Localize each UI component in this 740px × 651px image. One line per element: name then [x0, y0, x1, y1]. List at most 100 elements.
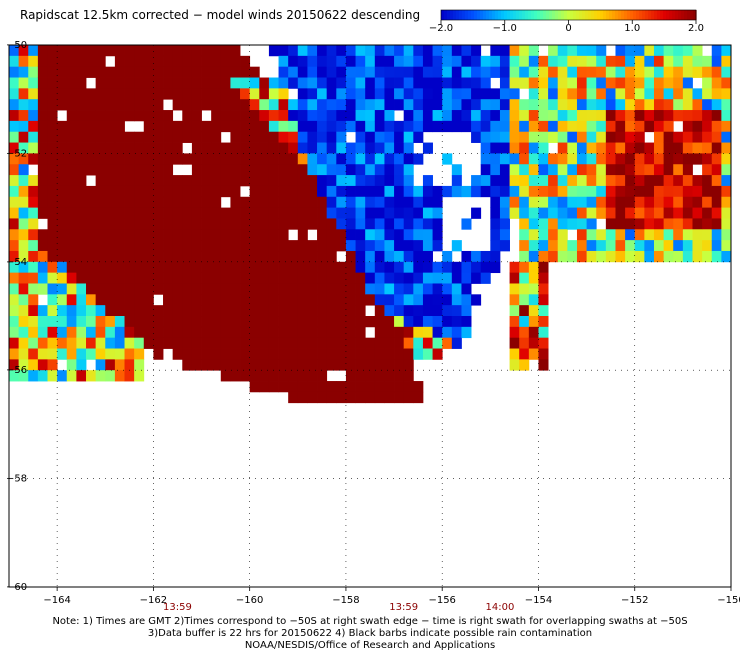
heatmap-cell [519, 185, 530, 198]
heatmap-cell [288, 45, 299, 57]
heatmap-cell [692, 45, 703, 57]
heatmap-cell [124, 359, 135, 371]
heatmap-cell [625, 131, 636, 143]
heatmap-cell [124, 164, 135, 176]
heatmap-cell [297, 99, 308, 111]
heatmap-cell [211, 175, 222, 187]
heatmap-cell [317, 120, 328, 133]
heatmap-cell [297, 196, 308, 208]
heatmap-cell [653, 77, 665, 89]
colorbar-tick-label: 2.0 [688, 23, 704, 34]
heatmap-cell [9, 131, 20, 143]
heatmap-cell [326, 261, 337, 274]
heatmap-cell [201, 175, 212, 187]
heatmap-cell [721, 88, 732, 100]
time-label: 14:00 [486, 602, 515, 613]
heatmap-cell [538, 294, 549, 306]
heatmap-cell [86, 250, 97, 263]
heatmap-cell [230, 229, 241, 241]
heatmap-cell [326, 283, 337, 295]
heatmap-cell [336, 305, 347, 317]
heatmap-cell [259, 142, 270, 154]
heatmap-cell [307, 110, 318, 122]
heatmap-cell [268, 250, 279, 263]
heatmap-cell [288, 110, 299, 122]
heatmap-cell [47, 337, 58, 349]
heatmap-cell [461, 316, 472, 328]
heatmap-cell [230, 196, 241, 208]
heatmap-cell [307, 185, 318, 198]
heatmap-cell [182, 99, 193, 111]
heatmap-cell [182, 175, 193, 187]
heatmap-cell [394, 272, 405, 284]
heatmap-cell [326, 316, 337, 328]
heatmap-cell [653, 250, 665, 263]
heatmap-cell [278, 326, 289, 339]
chart-title: Rapidscat 12.5km corrected − model winds… [20, 8, 421, 22]
heatmap-cell [230, 283, 241, 295]
heatmap-cell [18, 66, 29, 78]
heatmap-cell [355, 229, 366, 241]
heatmap-cell [528, 88, 539, 100]
heatmap-cell [153, 55, 164, 68]
heatmap-cell [499, 45, 510, 57]
heatmap-cell [528, 272, 539, 284]
heatmap-cell [586, 142, 597, 154]
colorbar-segment [624, 10, 628, 20]
heatmap-cell [18, 370, 29, 382]
heatmap-cell [114, 370, 125, 382]
heatmap-cell [442, 77, 453, 89]
heatmap-cell [567, 207, 578, 219]
heatmap-cell [317, 88, 328, 100]
heatmap-cell [326, 175, 337, 187]
heatmap-cell [317, 240, 328, 252]
heatmap-cell [66, 348, 77, 360]
heatmap-cell [663, 131, 674, 143]
heatmap-cell [644, 99, 655, 111]
heatmap-cell [86, 207, 97, 219]
heatmap-cell [422, 294, 433, 306]
heatmap-cell [355, 326, 366, 339]
heatmap-cell [394, 185, 405, 198]
heatmap-cell [548, 99, 559, 111]
heatmap-cell [95, 370, 106, 382]
heatmap-cell [673, 229, 684, 241]
heatmap-cell [596, 240, 607, 252]
heatmap-cell [384, 66, 395, 78]
heatmap-cell [336, 359, 347, 371]
heatmap-cell [528, 218, 539, 230]
heatmap-cell [538, 261, 549, 274]
heatmap-cell [355, 337, 366, 349]
heatmap-cell [422, 88, 433, 100]
heatmap-cell [95, 218, 106, 230]
heatmap-cell [336, 196, 347, 208]
heatmap-cell [278, 196, 289, 208]
heatmap-cell [721, 55, 732, 68]
heatmap-cell [394, 55, 405, 68]
heatmap-cell [143, 66, 154, 78]
heatmap-cell [95, 316, 106, 328]
heatmap-cell [37, 110, 48, 122]
heatmap-cell [557, 120, 568, 133]
heatmap-cell [153, 45, 164, 57]
heatmap-cell [57, 131, 68, 143]
heatmap-cell [634, 66, 645, 78]
colorbar-segment [540, 10, 544, 20]
heatmap-cell [240, 294, 251, 306]
heatmap-cell [259, 153, 270, 165]
heatmap-cell [528, 185, 539, 198]
heatmap-cell [9, 240, 20, 252]
heatmap-cell [66, 337, 77, 349]
heatmap-cell [297, 142, 308, 154]
heatmap-cell [240, 66, 251, 78]
heatmap-cell [365, 207, 376, 219]
heatmap-cell [28, 250, 39, 263]
heatmap-cell [230, 88, 241, 100]
heatmap-cell [499, 175, 510, 187]
heatmap-cell [394, 142, 405, 154]
heatmap-cell [345, 240, 356, 252]
heatmap-cell [374, 45, 385, 57]
heatmap-cell [307, 348, 318, 360]
heatmap-cell [317, 131, 328, 143]
heatmap-cell [240, 218, 251, 230]
